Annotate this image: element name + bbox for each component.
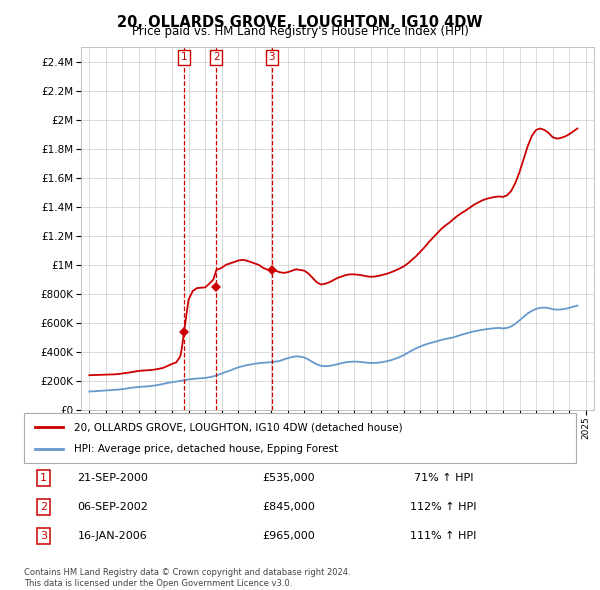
Text: £965,000: £965,000 xyxy=(263,531,316,541)
Text: 20, OLLARDS GROVE, LOUGHTON, IG10 4DW: 20, OLLARDS GROVE, LOUGHTON, IG10 4DW xyxy=(117,15,483,30)
Text: 2: 2 xyxy=(213,53,220,63)
Text: HPI: Average price, detached house, Epping Forest: HPI: Average price, detached house, Eppi… xyxy=(74,444,338,454)
Text: 1: 1 xyxy=(181,53,187,63)
Text: 111% ↑ HPI: 111% ↑ HPI xyxy=(410,531,477,541)
Text: 1: 1 xyxy=(40,473,47,483)
Text: 71% ↑ HPI: 71% ↑ HPI xyxy=(414,473,473,483)
Text: 21-SEP-2000: 21-SEP-2000 xyxy=(77,473,148,483)
Text: 112% ↑ HPI: 112% ↑ HPI xyxy=(410,502,477,512)
Text: Contains HM Land Registry data © Crown copyright and database right 2024.: Contains HM Land Registry data © Crown c… xyxy=(24,568,350,576)
Text: 20, OLLARDS GROVE, LOUGHTON, IG10 4DW (detached house): 20, OLLARDS GROVE, LOUGHTON, IG10 4DW (d… xyxy=(74,422,403,432)
Text: £845,000: £845,000 xyxy=(263,502,316,512)
FancyBboxPatch shape xyxy=(24,413,576,463)
Text: 2: 2 xyxy=(40,502,47,512)
Text: 16-JAN-2006: 16-JAN-2006 xyxy=(77,531,147,541)
Text: Price paid vs. HM Land Registry's House Price Index (HPI): Price paid vs. HM Land Registry's House … xyxy=(131,25,469,38)
Text: 06-SEP-2002: 06-SEP-2002 xyxy=(77,502,148,512)
Text: £535,000: £535,000 xyxy=(263,473,315,483)
Text: 3: 3 xyxy=(269,53,275,63)
Text: This data is licensed under the Open Government Licence v3.0.: This data is licensed under the Open Gov… xyxy=(24,579,292,588)
Text: 3: 3 xyxy=(40,531,47,541)
